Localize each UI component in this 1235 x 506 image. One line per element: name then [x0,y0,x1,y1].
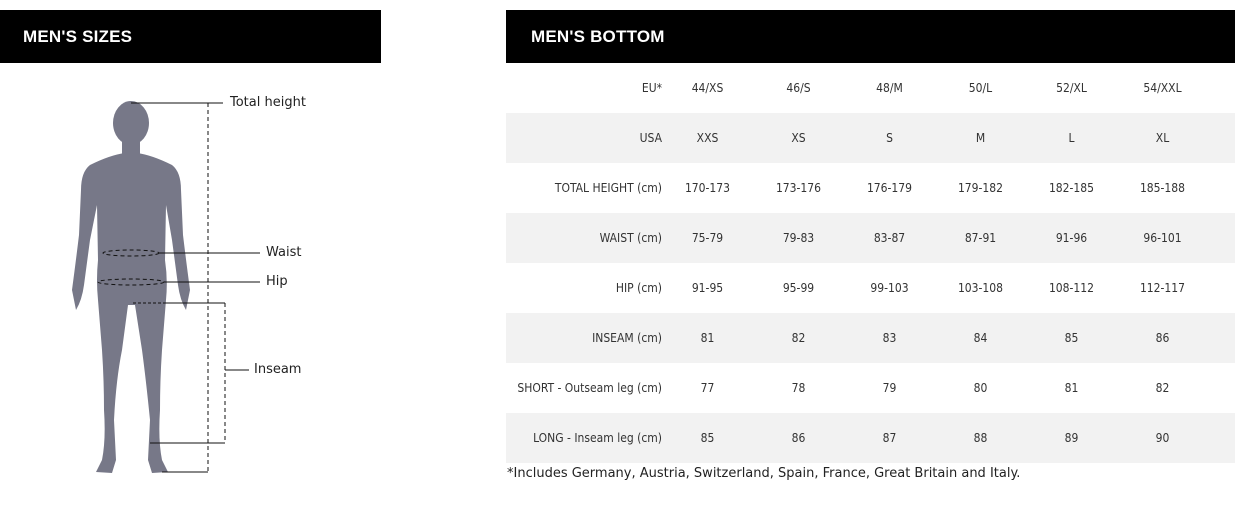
table-cell: 108-112 [1048,281,1095,295]
table-cell: 84 [973,331,988,345]
table-cell: 44/XS [691,81,724,95]
table-cell: 77 [700,381,715,395]
mens-sizes-header: MEN'S SIZES [0,10,381,63]
mens-bottom-header: MEN'S BOTTOM [506,10,1235,63]
table-cell: 99-103 [870,281,909,295]
row-label: SHORT - Outseam leg (cm) [517,381,662,395]
table-row: EU* 44/XS 46/S 48/M 50/L 52/XL 54/XXL [506,63,1235,113]
table-cell: XXS [696,131,719,145]
table-cell: 96-101 [1143,231,1182,245]
table-row: WAIST (cm) 75-79 79-83 83-87 87-91 91-96 96-10… [506,213,1235,263]
table-cell: 81 [1064,381,1079,395]
table-cell: 50/L [968,81,993,95]
table-cell: 81 [700,331,715,345]
table-row: INSEAM (cm) 81 82 83 84 85 86 [506,313,1235,363]
table-cell: 90 [1155,431,1170,445]
body-measurement-figure [72,101,260,473]
table-cell: M [975,131,986,145]
table-cell: 54/XXL [1143,81,1182,95]
row-label: EU* [641,81,662,95]
table-cell: 82 [1155,381,1170,395]
table-cell: XS [791,131,806,145]
table-cell: 80 [973,381,988,395]
table-cell: 185-188 [1139,181,1186,195]
table-row: TOTAL HEIGHT (cm) 170-173 173-176 176-179 17… [506,163,1235,213]
table-cell: 87 [882,431,897,445]
row-label: INSEAM (cm) [592,331,662,345]
table-cell: 75-79 [691,231,724,245]
table-row: HIP (cm) 91-95 95-99 99-103 103-108 108-112 11… [506,263,1235,313]
table-row: USA XXS XS S M L XL [506,113,1235,163]
table-cell: 82 [791,331,806,345]
table-cell: 87-91 [964,231,997,245]
table-cell: 88 [973,431,988,445]
table-cell: 182-185 [1048,181,1095,195]
footnote: *Includes Germany, Austria, Switzerland,… [507,466,1021,481]
total-height-label: Total height [230,95,306,110]
mens-bottom-title: MEN'S BOTTOM [531,27,665,46]
row-label: WAIST (cm) [599,231,662,245]
waist-label: Waist [266,245,302,260]
table-cell: 85 [700,431,715,445]
table-cell: 52/XL [1056,81,1087,95]
table-row: LONG - Inseam leg (cm) 85 86 87 88 89 90 [506,413,1235,463]
table-cell: 112-117 [1139,281,1186,295]
table-cell: 78 [791,381,806,395]
table-cell: 176-179 [866,181,913,195]
table-cell: 179-182 [957,181,1004,195]
table-cell: 95-99 [782,281,815,295]
table-cell: 170-173 [684,181,731,195]
table-cell: 79 [882,381,897,395]
inseam-label: Inseam [254,362,302,377]
table-cell: 91-95 [691,281,724,295]
table-cell: 79-83 [782,231,815,245]
hip-label: Hip [266,274,288,289]
mens-sizes-title: MEN'S SIZES [23,27,133,46]
table-cell: 83 [882,331,897,345]
table-cell: 89 [1064,431,1079,445]
table-cell: 173-176 [775,181,822,195]
table-cell: 48/M [876,81,903,95]
row-label: HIP (cm) [615,281,662,295]
table-cell: 85 [1064,331,1079,345]
table-cell: 83-87 [873,231,906,245]
table-cell: 86 [791,431,806,445]
row-label: USA [639,131,662,145]
row-label: LONG - Inseam leg (cm) [533,431,662,445]
table-row: SHORT - Outseam leg (cm) 77 78 79 80 81 82 [506,363,1235,413]
row-label: TOTAL HEIGHT (cm) [554,181,662,195]
table-cell: 86 [1155,331,1170,345]
table-cell: L [1068,131,1075,145]
man-silhouette-icon [72,101,190,473]
table-cell: 103-108 [957,281,1004,295]
table-cell: 91-96 [1055,231,1088,245]
table-cell: S [886,131,893,145]
table-cell: XL [1155,131,1170,145]
size-table: EU* 44/XS 46/S 48/M 50/L 52/XL 54/XXL USA XXS XS S… [506,63,1235,463]
table-cell: 46/S [786,81,811,95]
